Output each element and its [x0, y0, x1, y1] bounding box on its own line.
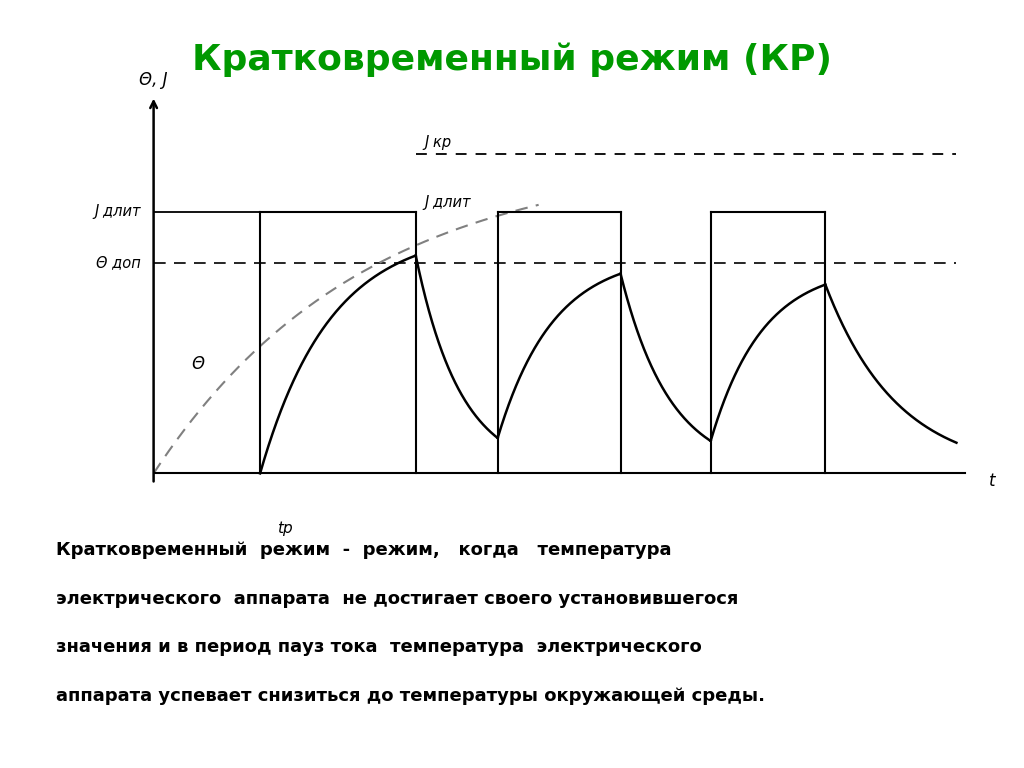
Text: электрического  аппарата  не достигает своего установившегося: электрического аппарата не достигает сво… [56, 590, 738, 607]
Text: Θ доп: Θ доп [96, 255, 141, 270]
Text: Кратковременный режим (КР): Кратковременный режим (КР) [193, 42, 831, 77]
Text: J длит: J длит [95, 204, 141, 220]
Text: J кр: J кр [424, 135, 451, 151]
Text: t: t [989, 472, 995, 490]
Text: Θ: Θ [193, 356, 205, 373]
Text: значения и в период пауз тока  температура  электрического: значения и в период пауз тока температур… [56, 638, 702, 656]
Text: tр: tр [276, 521, 293, 535]
Text: аппарата успевает снизиться до температуры окружающей среды.: аппарата успевает снизиться до температу… [56, 687, 765, 704]
Text: J длит: J длит [424, 195, 470, 210]
Text: Кратковременный  режим  -  режим,   когда   температура: Кратковременный режим - режим, когда тем… [56, 541, 672, 559]
Text: Θ, J: Θ, J [139, 71, 168, 88]
